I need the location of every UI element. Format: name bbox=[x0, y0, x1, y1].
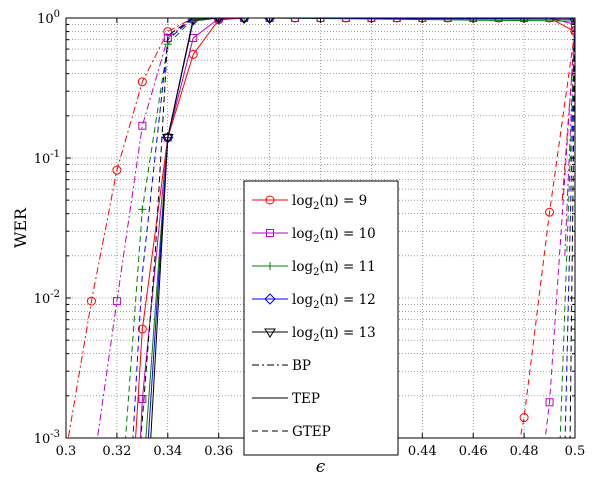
series-line bbox=[544, 26, 575, 438]
data-point bbox=[138, 205, 147, 214]
series-line bbox=[564, 21, 575, 438]
x-tick-label: 0.36 bbox=[204, 444, 233, 459]
data-point bbox=[545, 207, 555, 217]
series-14 bbox=[564, 21, 575, 438]
series-line bbox=[96, 18, 194, 438]
legend-label: GTEP bbox=[292, 424, 331, 440]
legend-marker bbox=[266, 262, 274, 270]
legend-marker bbox=[264, 328, 276, 338]
legend-marker bbox=[264, 293, 276, 305]
data-point bbox=[163, 27, 173, 37]
data-point bbox=[112, 297, 121, 306]
series-17 bbox=[135, 329, 143, 438]
x-tick-label: 0.34 bbox=[153, 444, 182, 459]
x-tick-label: 0.46 bbox=[459, 444, 488, 459]
y-tick-label: 100 bbox=[37, 9, 60, 27]
series-line bbox=[135, 329, 143, 438]
x-tick-label: 0.5 bbox=[565, 444, 586, 459]
x-tick-label: 0.48 bbox=[510, 444, 539, 459]
legend-entry: log2(n) = 13 bbox=[252, 325, 376, 344]
y-tick-label: 10-2 bbox=[34, 289, 60, 307]
legend-marker bbox=[266, 229, 274, 237]
data-point bbox=[86, 296, 96, 306]
series-10 bbox=[544, 22, 575, 438]
data-point bbox=[214, 18, 223, 24]
data-point bbox=[519, 413, 529, 423]
data-point bbox=[443, 18, 452, 22]
data-point bbox=[240, 18, 249, 22]
y-tick-label: 10-3 bbox=[34, 429, 60, 447]
legend-label: log2(n) = 11 bbox=[292, 259, 376, 278]
series-12 bbox=[559, 24, 575, 438]
legend-label: log2(n) = 9 bbox=[292, 193, 367, 212]
series-line bbox=[139, 398, 143, 438]
series-line bbox=[132, 18, 194, 438]
data-point bbox=[341, 18, 350, 22]
data-point bbox=[161, 134, 174, 144]
x-axis-label: ϵ bbox=[316, 457, 326, 477]
data-point bbox=[137, 77, 147, 87]
data-point bbox=[545, 398, 554, 407]
data-point bbox=[392, 18, 401, 22]
data-point bbox=[240, 18, 248, 24]
legend-entry: BP bbox=[252, 358, 311, 374]
legend-label: log2(n) = 10 bbox=[292, 226, 376, 245]
legend-entry: TEP bbox=[252, 391, 320, 407]
series-line bbox=[140, 18, 194, 438]
legend-label: BP bbox=[292, 358, 311, 374]
data-point bbox=[138, 121, 147, 130]
legend-entry: log2(n) = 11 bbox=[252, 259, 376, 278]
legend-entry: log2(n) = 9 bbox=[252, 193, 367, 212]
x-tick-label: 0.32 bbox=[102, 444, 131, 459]
data-point bbox=[545, 18, 554, 22]
y-axis-label: WER bbox=[11, 207, 30, 248]
legend-label: log2(n) = 13 bbox=[292, 325, 376, 344]
legend-label: log2(n) = 12 bbox=[292, 292, 376, 311]
y-tick-label: 10-1 bbox=[34, 149, 60, 167]
series-line bbox=[67, 18, 194, 438]
series-line bbox=[150, 137, 169, 438]
series-21 bbox=[150, 137, 169, 438]
series-line bbox=[569, 19, 575, 438]
legend-entry: GTEP bbox=[252, 424, 331, 440]
series-15 bbox=[140, 18, 194, 438]
series-line bbox=[559, 24, 575, 438]
legend: log2(n) = 9 log2(n) = 10 log2(n) = 11 log2(… bbox=[243, 180, 399, 456]
data-point bbox=[571, 18, 575, 24]
legend-entry: log2(n) = 12 bbox=[252, 292, 376, 311]
legend-label: TEP bbox=[292, 391, 320, 407]
data-point bbox=[189, 18, 198, 23]
series-18 bbox=[139, 398, 143, 438]
legend-marker bbox=[265, 195, 275, 205]
x-tick-label: 0.44 bbox=[408, 444, 437, 459]
series-line bbox=[141, 18, 575, 330]
series-line bbox=[519, 30, 575, 438]
data-point bbox=[291, 18, 300, 22]
series-16 bbox=[569, 19, 575, 438]
legend-entry: log2(n) = 10 bbox=[252, 226, 376, 245]
series-13 bbox=[132, 18, 194, 438]
series-line bbox=[167, 18, 575, 138]
data-point bbox=[112, 165, 122, 175]
legend-box bbox=[243, 180, 399, 456]
data-point bbox=[571, 22, 575, 31]
data-point bbox=[265, 18, 274, 24]
series-line bbox=[141, 18, 575, 400]
data-point bbox=[494, 18, 503, 22]
x-tick-label: 0.3 bbox=[56, 444, 77, 459]
